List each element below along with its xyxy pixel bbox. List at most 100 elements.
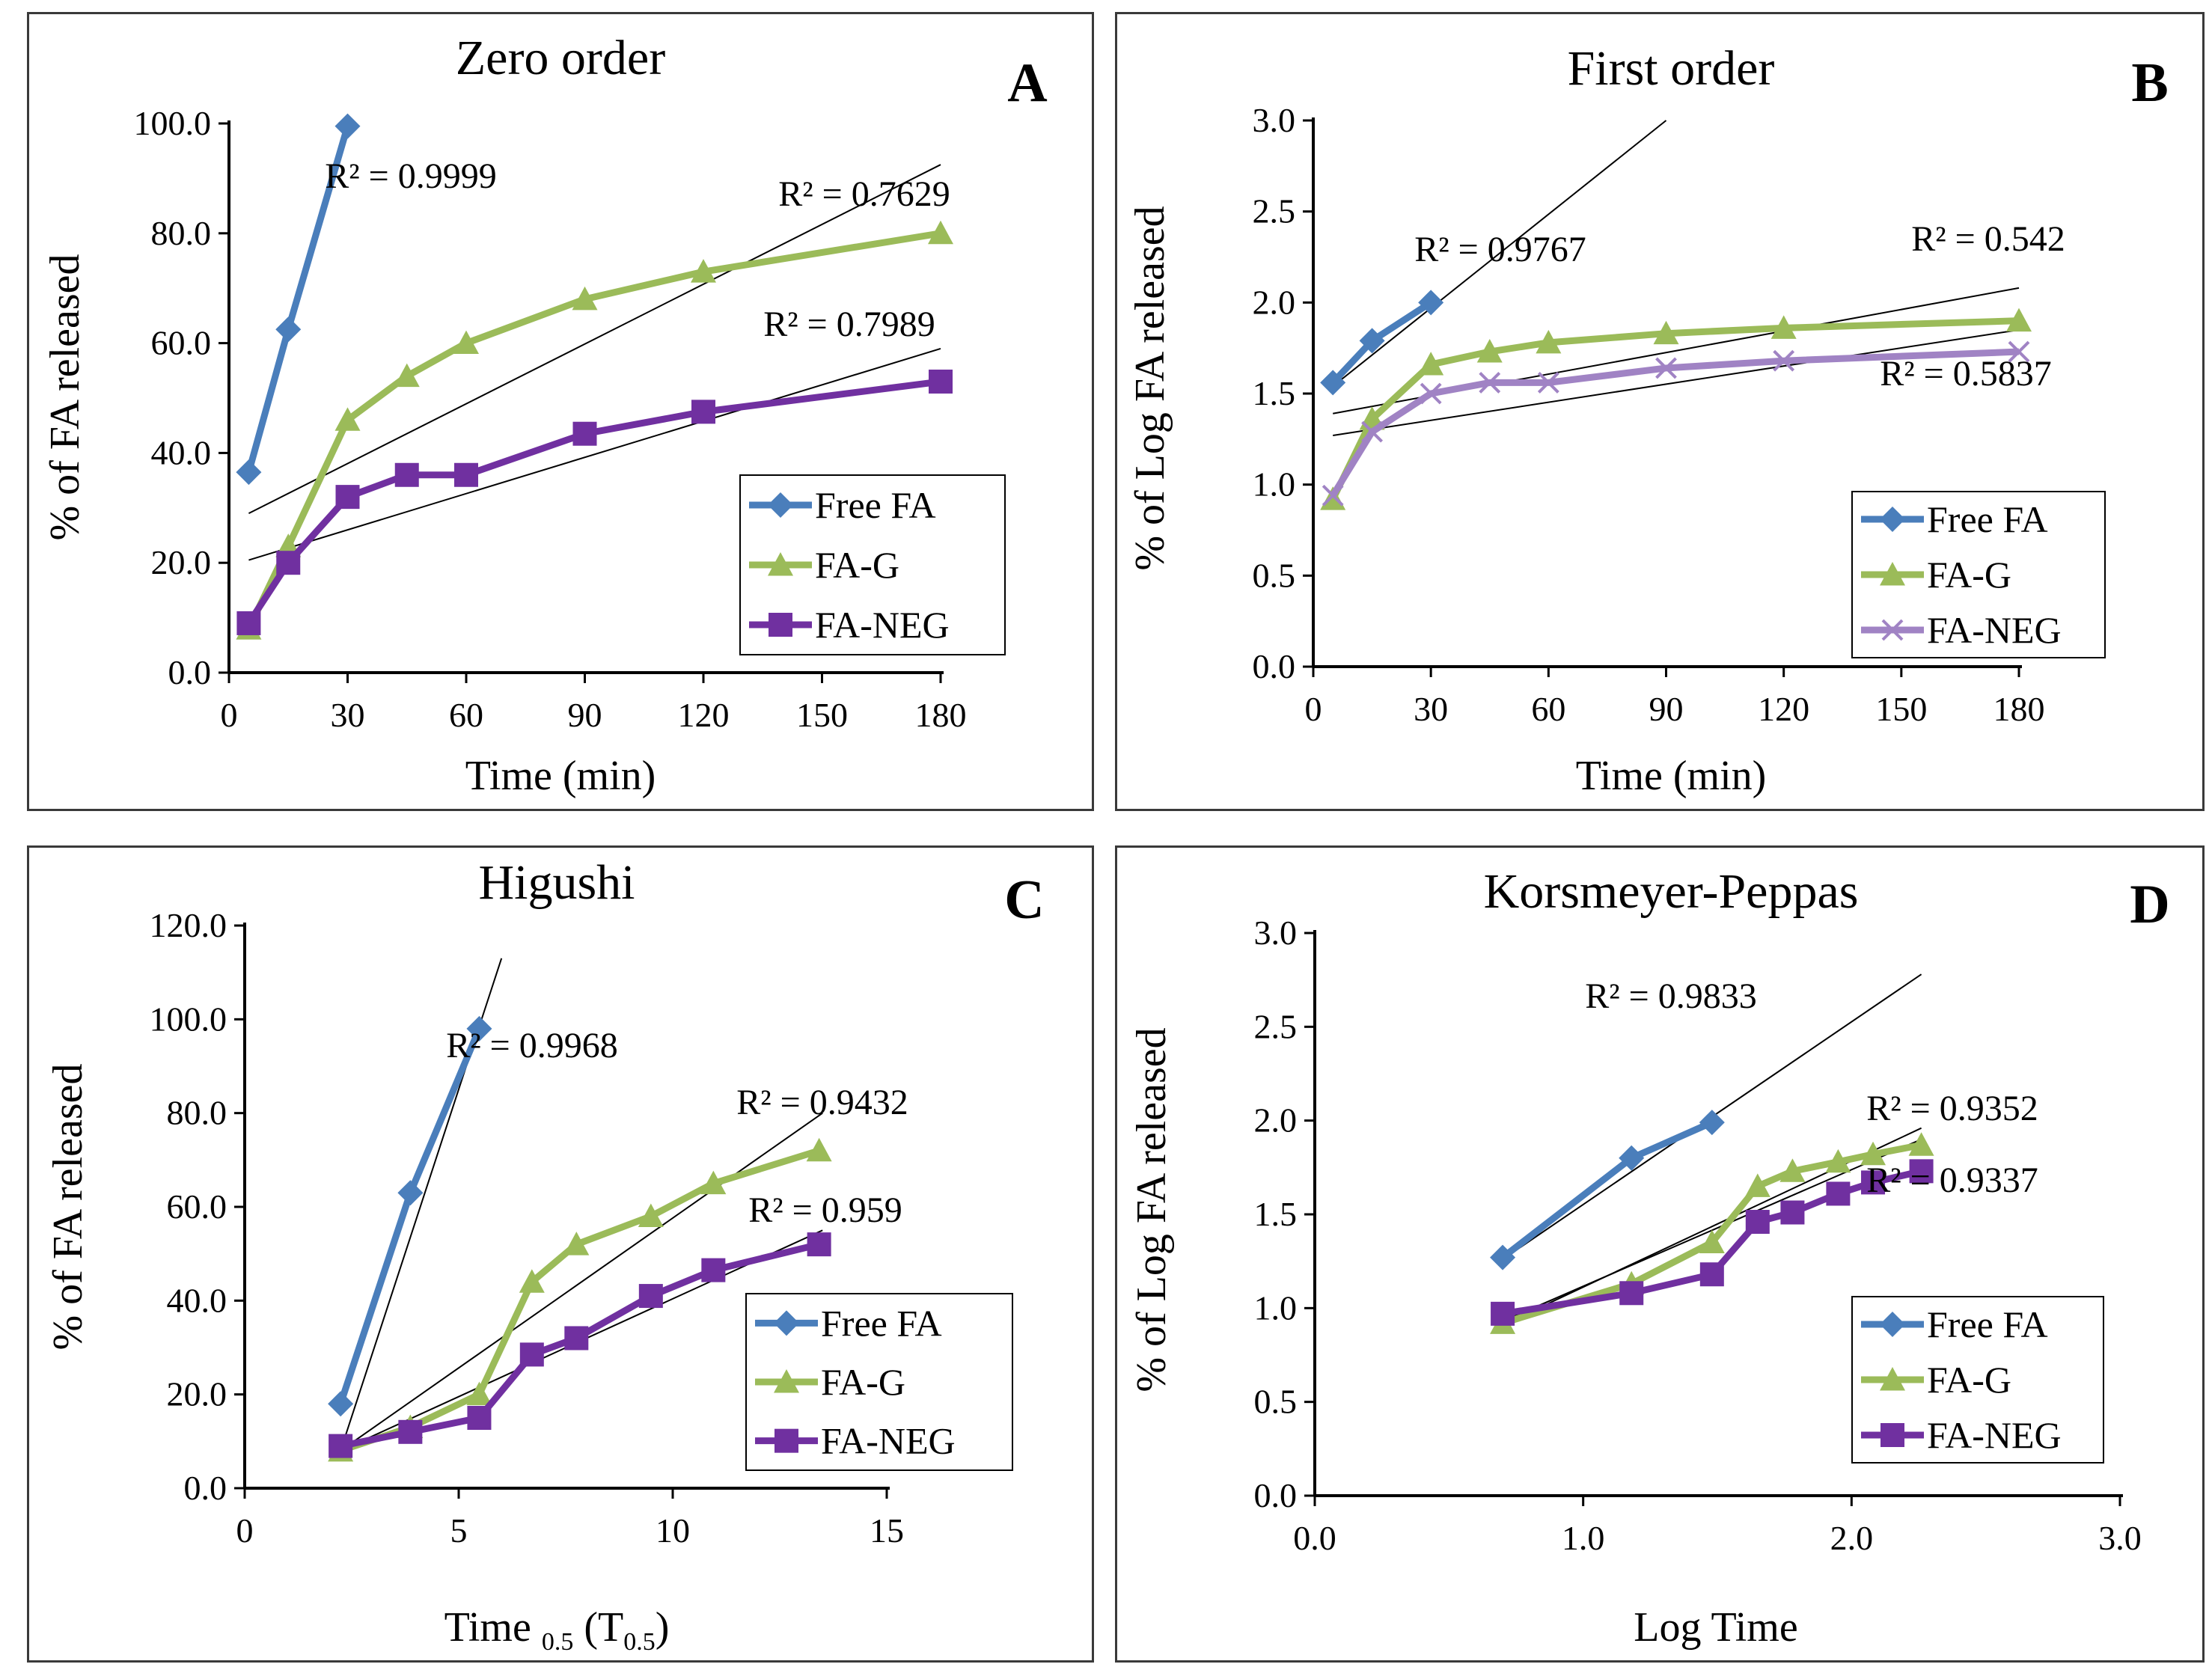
chart-c-point-fa-neg: [467, 1406, 492, 1430]
chart-a-point-fa-g: [453, 330, 479, 355]
chart-a-x-tick-label: 0: [221, 696, 238, 734]
chart-b-x-tick-label: 120: [1758, 690, 1809, 728]
chart-b-r2-label: R² = 0.5837: [1880, 354, 2051, 394]
chart-a-y-tick-label: 80.0: [151, 214, 212, 252]
chart-d-point-fa-g: [1860, 1141, 1886, 1166]
chart-d-point-fa-g: [1825, 1149, 1851, 1173]
chart-c-legend: Free FA FA-G FA-NEG: [745, 1293, 1013, 1471]
chart-d-x-tick-label: 0.0: [1293, 1519, 1336, 1557]
chart-b-r2-label: R² = 0.542: [1911, 219, 2065, 259]
chart-d-point-fa-g: [1779, 1158, 1806, 1182]
chart-a-point-free-fa: [275, 316, 302, 343]
chart-d-point-fa-neg: [1745, 1210, 1770, 1235]
chart-b-y-tick-label: 1.0: [1253, 465, 1296, 504]
chart-b-title: First order: [1568, 41, 1775, 96]
chart-d-point-free-fa: [1699, 1110, 1725, 1136]
chart-b-legend-label-fa-g: FA-G: [1927, 554, 2011, 596]
chart-d-x-axis-label: Log Time: [1634, 1604, 1797, 1651]
chart-c-y-tick-label: 0.0: [184, 1469, 227, 1507]
chart-a-x-tick-label: 120: [678, 696, 730, 734]
chart-d-legend-label-fa-neg: FA-NEG: [1927, 1414, 2062, 1456]
chart-a-y-tick-label: 0.0: [168, 653, 212, 691]
chart-c-panel-letter: C: [1004, 869, 1044, 931]
chart-a-point-fa-g: [394, 363, 420, 388]
chart-c-legend-marker-free-fa: [774, 1310, 799, 1336]
chart-b-point-fa-g: [2006, 308, 2032, 332]
chart-a-y-tick-label: 100.0: [134, 104, 212, 142]
chart-b-legend-label-fa-neg: FA-NEG: [1927, 609, 2062, 651]
chart-d-point-fa-neg: [1861, 1170, 1886, 1195]
chart-d-y-tick-label: 0.5: [1254, 1383, 1298, 1421]
chart-d-legend-label-free-fa: Free FA: [1927, 1303, 2048, 1345]
chart-a-legend-label-fa-neg: FA-NEG: [815, 604, 950, 646]
chart-a-point-fa-neg: [276, 551, 301, 575]
chart-d-point-fa-g: [1699, 1229, 1725, 1254]
chart-d-point-free-fa: [1490, 1244, 1516, 1270]
chart-d-point-fa-neg: [1909, 1159, 1934, 1184]
chart-b-point-fa-neg: [1773, 349, 1795, 372]
chart-panel-a: Zero order A 0.0 20.0 40.0 60.0 80.0 100.0 0 30 60…: [27, 12, 1094, 811]
chart-b-x-axis-label: Time (min): [1576, 753, 1767, 799]
chart-b-y-tick-label: 2.5: [1253, 192, 1296, 230]
chart-d-y-tick-label: 2.0: [1254, 1101, 1298, 1140]
chart-a-point-fa-g: [334, 407, 361, 431]
chart-a-trendline-fa-g: [248, 164, 941, 515]
chart-a-point-fa-g: [691, 259, 716, 283]
chart-a-x-tick-label: 150: [796, 696, 848, 734]
chart-c-point-fa-neg: [519, 1342, 544, 1367]
chart-c-y-tick-label: 100.0: [150, 1000, 227, 1038]
chart-b-point-fa-neg: [2008, 340, 2030, 363]
chart-c-legend-label-fa-g: FA-G: [821, 1361, 905, 1403]
chart-a-y-tick-label: 20.0: [151, 543, 212, 581]
chart-b-trendline-fa-neg: [1333, 328, 2020, 436]
chart-a-r2-label: R² = 0.7629: [778, 174, 950, 214]
chart-a-legend-label-fa-g: FA-G: [815, 544, 899, 586]
chart-c-y-tick-label: 80.0: [167, 1094, 227, 1132]
chart-b-point-fa-g: [1536, 329, 1562, 354]
chart-d-legend-label-fa-g: FA-G: [1927, 1359, 2011, 1401]
chart-d-legend: Free FA FA-G FA-NEG: [1851, 1296, 2104, 1464]
chart-b-y-tick-label: 2.0: [1253, 283, 1296, 321]
chart-b-series-line-fa-g: [1330, 317, 2020, 501]
chart-c-legend-marker-fa-neg: [774, 1428, 798, 1453]
chart-c-point-fa-neg: [701, 1258, 726, 1282]
chart-b-point-fa-neg: [1479, 371, 1501, 394]
chart-d-panel-letter: D: [2130, 874, 2169, 935]
chart-c-series-line-free-fa: [337, 1027, 483, 1405]
chart-d-r2-label: R² = 0.9833: [1585, 976, 1756, 1016]
chart-c-trendline-fa-g: [340, 1112, 823, 1452]
chart-b-point-fa-neg: [1322, 484, 1344, 507]
chart-b-x-tick-label: 150: [1875, 690, 1927, 728]
chart-a-point-fa-neg: [236, 611, 261, 635]
chart-c-point-fa-g: [700, 1170, 727, 1195]
chart-d-y-tick-label: 1.0: [1254, 1288, 1298, 1327]
chart-b-x-tick-label: 90: [1649, 690, 1684, 728]
chart-panel-d: Korsmeyer-Peppas D 0.0 0.5 1.0 1.5 2.0 2.5 3.0 0.…: [1115, 845, 2205, 1663]
chart-a-x-tick-label: 60: [449, 696, 483, 734]
chart-b-point-free-fa: [1359, 328, 1385, 354]
chart-c-y-tick-label: 20.0: [167, 1375, 227, 1413]
chart-b-point-fa-g: [1770, 315, 1797, 339]
chart-d-y-tick-label: 3.0: [1254, 914, 1298, 952]
chart-a-trendline-fa-neg: [248, 347, 941, 561]
chart-a-point-fa-neg: [572, 421, 597, 446]
chart-b-y-tick-label: 0.0: [1253, 647, 1296, 685]
chart-c-title: Higushi: [478, 855, 635, 910]
chart-b-point-fa-g: [1320, 486, 1346, 510]
chart-d-point-fa-neg: [1491, 1301, 1515, 1326]
chart-d-series-line-free-fa: [1500, 1119, 1714, 1261]
chart-a-legend-label-free-fa: Free FA: [815, 484, 936, 526]
chart-c-x-tick-label: 5: [450, 1511, 468, 1550]
chart-b-point-fa-neg: [1655, 357, 1677, 379]
chart-d-svg: Korsmeyer-Peppas D 0.0 0.5 1.0 1.5 2.0 2.5 3.0 0.…: [1128, 864, 2170, 1651]
chart-b-x-tick-label: 0: [1305, 690, 1322, 728]
chart-a-point-fa-neg: [394, 462, 419, 487]
chart-c-point-fa-g: [519, 1269, 545, 1293]
chart-b-point-fa-neg: [1361, 420, 1383, 443]
chart-c-x-tick-label: 15: [870, 1511, 904, 1550]
chart-d-title: Korsmeyer-Peppas: [1484, 864, 1859, 919]
chart-panel-b: First order B 0.0 0.5 1.0 1.5 2.0 2.5 3.0 0 30 60 90…: [1115, 12, 2205, 811]
chart-c-point-fa-g: [466, 1381, 492, 1406]
chart-a-y-tick-label: 60.0: [151, 324, 212, 362]
chart-c-point-fa-g: [638, 1203, 664, 1227]
